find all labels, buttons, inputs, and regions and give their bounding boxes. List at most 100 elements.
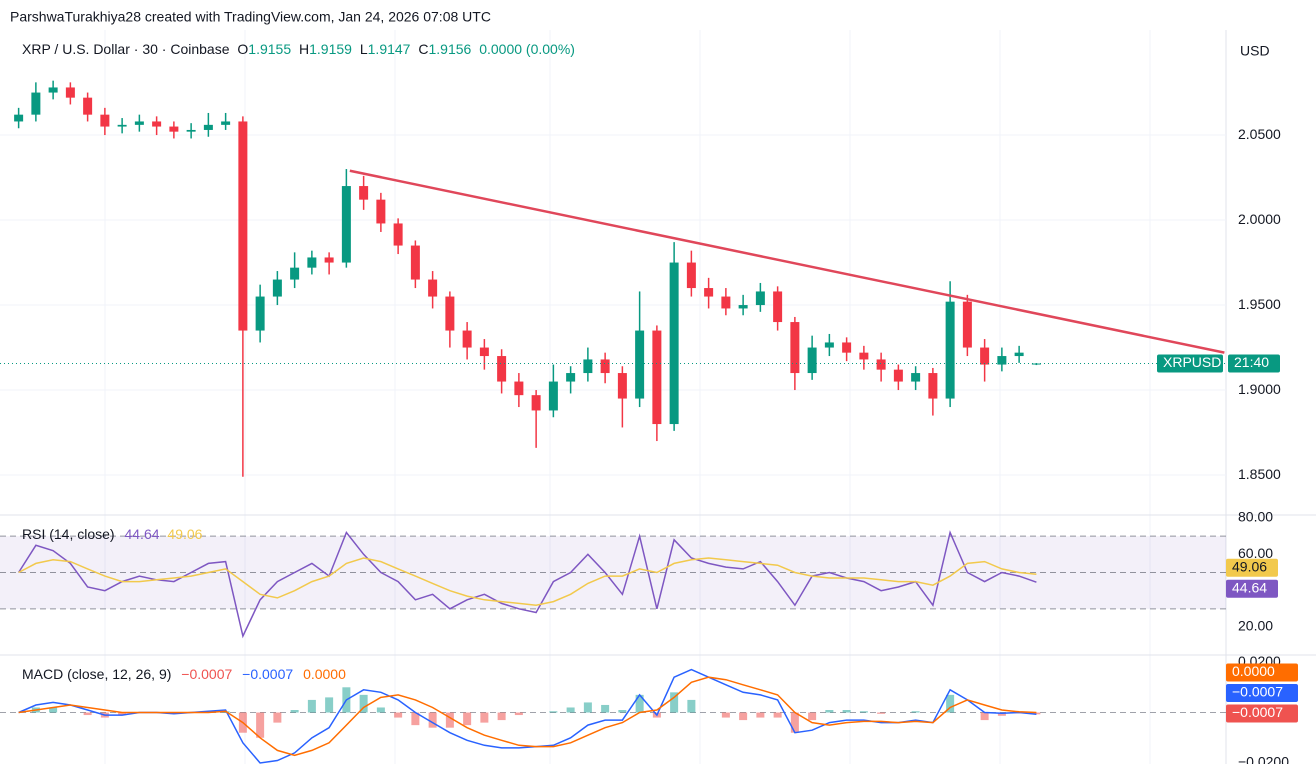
rsi-ma-value: 49.06 — [167, 526, 202, 542]
candle-body — [859, 352, 869, 360]
candle-body — [721, 296, 731, 309]
currency: USD — [1240, 43, 1270, 59]
histogram-bar — [790, 712, 799, 733]
legend-key: H — [299, 41, 309, 57]
histogram-bar — [49, 707, 58, 713]
candle-body — [773, 291, 783, 323]
histogram-bar — [549, 711, 558, 713]
candle-body — [945, 301, 955, 399]
rsi-value: 44.64 — [124, 526, 159, 542]
candle-body — [842, 342, 852, 353]
candle-body — [186, 129, 196, 132]
histogram-bar — [583, 702, 592, 713]
marks: 2.0500 2.0000 1.9500 1.9000 1.8500 XRPUSD 21:4… — [0, 80, 1298, 764]
candle-body — [755, 291, 765, 306]
macd-last-label-box — [1226, 663, 1298, 682]
symbol-label: XRPUSD — [1163, 354, 1221, 370]
candle-body — [359, 186, 369, 200]
candle-body — [83, 97, 93, 115]
y-tick-label: 2.0000 — [1238, 211, 1281, 227]
histogram-bar — [739, 712, 748, 721]
candle-body — [617, 373, 627, 399]
candle-body — [169, 126, 179, 132]
candle-body — [238, 121, 248, 331]
candle-body — [911, 373, 921, 382]
main-legend: XRP / U.S. Dollar · 30 · Coinbase O1.915… — [22, 41, 575, 57]
histogram-bar — [997, 712, 1006, 716]
histogram-bar — [1032, 712, 1041, 715]
candle-body — [514, 381, 524, 396]
legend-value: 1.9147 — [368, 41, 411, 57]
rsi-last-label-box — [1226, 579, 1278, 598]
macd-last-label: −0.0007 — [1232, 704, 1283, 720]
macd-last-label: 0.0000 — [1232, 663, 1275, 679]
candle-body — [203, 124, 213, 130]
macd-last-label-box — [1226, 704, 1298, 723]
macd-last-label-box — [1226, 684, 1298, 703]
macd-title: MACD (close, 12, 26, 9) — [22, 666, 171, 682]
signal-value: 0.0000 — [303, 666, 346, 682]
candle-body — [1014, 352, 1024, 357]
candle-body — [876, 359, 886, 370]
histogram-bar — [825, 710, 834, 713]
rsi-line — [17, 530, 1037, 639]
candle-body — [65, 87, 75, 98]
y-tick-label: 1.9000 — [1238, 381, 1281, 397]
legend-change: 0.0000 (0.00%) — [479, 41, 575, 57]
candle-body — [686, 262, 696, 289]
histogram-bar — [756, 712, 765, 718]
histogram-bar — [359, 694, 368, 713]
histogram-bar — [842, 710, 851, 713]
candle-body — [531, 395, 541, 411]
credit: ParshwaTurakhiya28 created with TradingV… — [10, 9, 491, 25]
candle-body — [583, 359, 593, 374]
candle-body — [962, 301, 972, 348]
histogram-bar — [877, 712, 886, 714]
y-tick-label: 80.00 — [1238, 509, 1273, 525]
candle-body — [548, 381, 558, 411]
histogram-bar — [635, 694, 644, 713]
macd-last-label: −0.0007 — [1232, 684, 1283, 700]
rsi-line — [18, 557, 1037, 606]
histogram-bar — [394, 712, 403, 718]
candle-body — [893, 369, 903, 382]
rsi-last-label-box — [1226, 558, 1278, 577]
rsi-legend: RSI (14, close) 44.64 49.06 — [22, 526, 203, 542]
histogram-bar — [445, 712, 454, 728]
candle-body — [738, 305, 748, 309]
candle-body — [152, 121, 162, 127]
rsi-title: RSI (14, close) — [22, 526, 115, 542]
candle-body — [497, 356, 507, 382]
candle-body — [997, 356, 1007, 365]
candle-body — [341, 186, 351, 263]
countdown-label: 21:40 — [1234, 354, 1269, 370]
candle-body — [410, 245, 420, 280]
histogram-bar — [618, 710, 627, 713]
histogram-bar — [463, 712, 472, 726]
candle-body — [790, 322, 800, 374]
macd-line — [18, 676, 1037, 757]
legend-value: 1.9159 — [309, 41, 352, 57]
histogram-bar — [721, 712, 730, 718]
histogram-bar — [83, 712, 92, 716]
candle-body — [462, 330, 472, 348]
trendline — [349, 169, 1225, 354]
candle-body — [272, 279, 282, 297]
y-tick-label: 1.9500 — [1238, 296, 1281, 312]
candle-body — [928, 373, 938, 399]
histogram-bar — [256, 712, 265, 738]
candle-body — [445, 296, 455, 331]
histogram-bar — [497, 712, 506, 721]
candle-body — [255, 296, 265, 331]
candle-body — [100, 114, 110, 127]
candle-body — [221, 121, 231, 125]
histogram-bar — [859, 711, 868, 713]
rsi-last-label: 49.06 — [1232, 558, 1267, 574]
macd-value: −0.0007 — [242, 666, 293, 682]
candle-body — [635, 330, 645, 399]
legend-key: C — [418, 41, 428, 57]
candle-body — [48, 87, 58, 93]
histogram-bar — [514, 712, 523, 716]
symbol-title: XRP / U.S. Dollar · 30 · Coinbase — [22, 41, 230, 57]
